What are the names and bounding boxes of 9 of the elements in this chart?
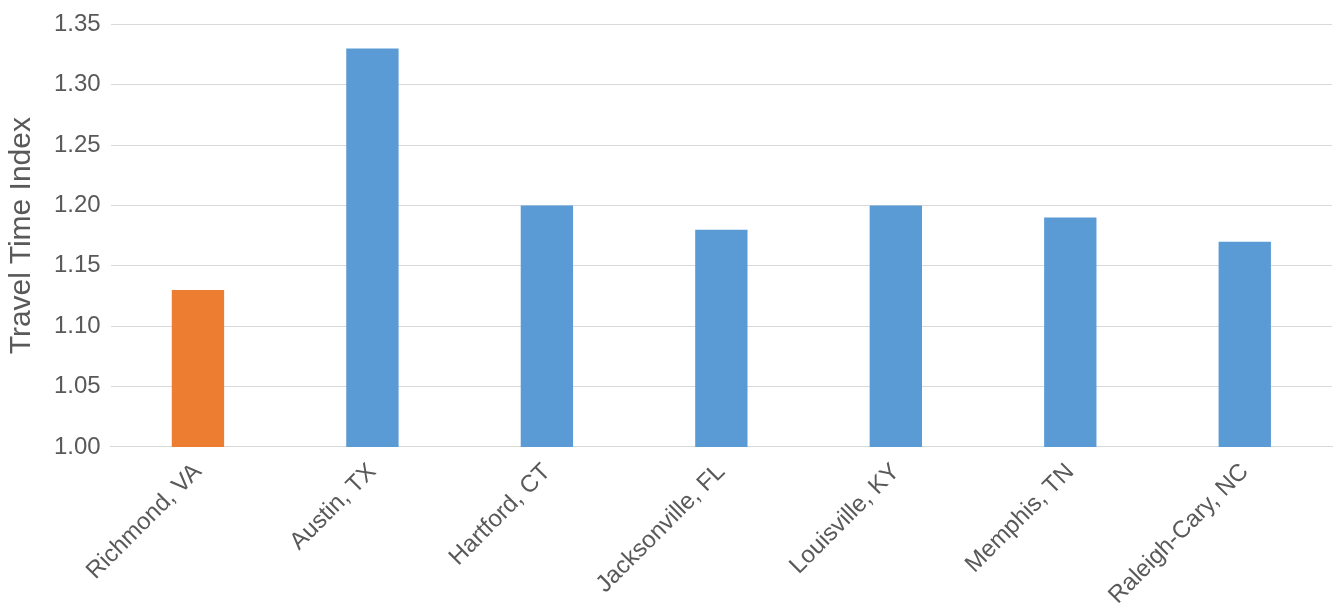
y-tick-label: 1.25 [53, 129, 101, 157]
y-tick-label: 1.10 [53, 310, 101, 338]
y-tick-label: 1.30 [53, 69, 101, 97]
y-tick-label: 1.00 [53, 431, 101, 459]
y-axis-title: Travel Time Index [3, 117, 37, 355]
y-tick-label: 1.35 [53, 9, 101, 37]
y-tick-label: 1.15 [53, 250, 101, 278]
y-tick-label: 1.05 [53, 371, 101, 399]
y-tick-label: 1.20 [53, 190, 101, 218]
